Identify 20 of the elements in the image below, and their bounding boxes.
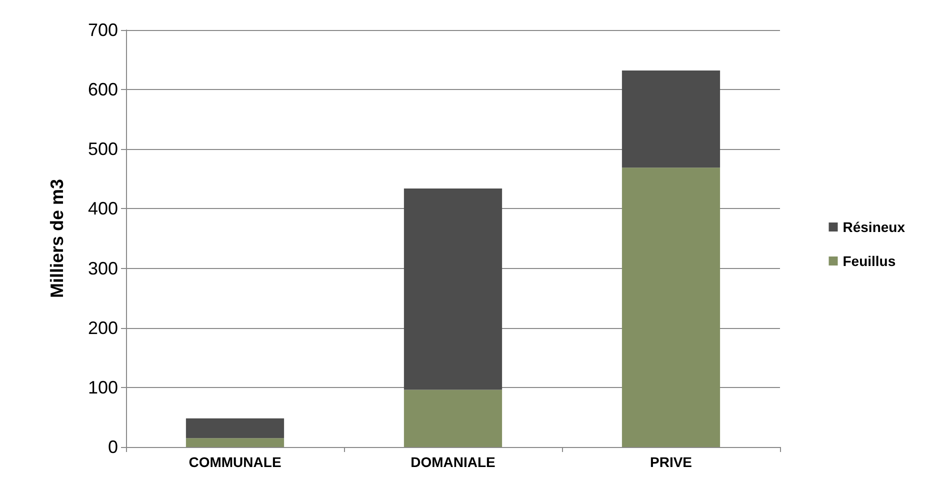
legend-label: Résineux — [842, 219, 906, 235]
bar — [404, 390, 502, 447]
x-tick-label: DOMANIALE — [410, 454, 496, 470]
x-tick-label: PRIVE — [650, 454, 692, 470]
bar — [622, 168, 720, 447]
x-tick-label: COMMUNALE — [188, 454, 282, 470]
bar — [622, 70, 720, 168]
bar — [186, 418, 284, 438]
bar — [186, 438, 284, 447]
y-tick-label: 0 — [108, 437, 118, 457]
y-tick-label: 600 — [88, 80, 118, 100]
legend-label: Feuillus — [842, 253, 896, 269]
y-tick-label: 500 — [88, 139, 118, 160]
y-tick-label: 200 — [88, 318, 118, 338]
y-axis-title: Milliers de m3 — [47, 178, 67, 298]
y-tick-label: 400 — [88, 198, 118, 219]
y-tick-label: 300 — [88, 258, 118, 278]
y-tick-label: 700 — [88, 20, 118, 40]
bar — [404, 188, 502, 390]
y-tick-label: 100 — [88, 377, 118, 398]
